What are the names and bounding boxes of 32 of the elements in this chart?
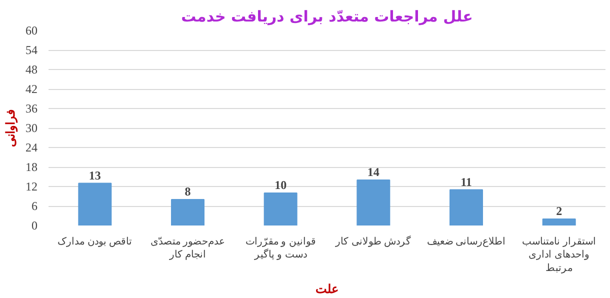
y-tick-label: 30	[26, 121, 38, 135]
bar	[171, 199, 204, 226]
x-tick-label: تاقص بودن مدارک	[58, 236, 132, 248]
y-tick-label: 18	[26, 160, 38, 174]
y-tick-label: 60	[26, 24, 38, 38]
data-label: 2	[556, 204, 562, 218]
bar	[78, 182, 112, 226]
y-tick-label: 42	[26, 82, 38, 96]
chart-title: علل مراجعات متعدّد برای دریافت خدمت	[181, 8, 473, 26]
x-axis-title: علت	[316, 282, 338, 296]
x-tick-label: استقرار نامتناسب واحدهای اداری مرتبط	[522, 236, 596, 274]
y-tick-label: 24	[26, 140, 38, 154]
bar	[542, 218, 576, 226]
x-tick-label: قوانین و مقرّرات دست و پاگیر	[245, 236, 316, 261]
data-label: 8	[184, 184, 191, 198]
data-label: 14	[367, 165, 380, 179]
y-axis-title: فراوانی	[4, 109, 18, 147]
data-label: 10	[274, 178, 287, 192]
y-tick-label: 48	[26, 62, 38, 76]
x-tick-label: گردش طولانی کار	[334, 236, 412, 248]
bar	[450, 189, 483, 226]
y-tick-label: 6	[32, 199, 38, 213]
y-tick-label: 54	[26, 43, 38, 57]
bar	[356, 180, 390, 226]
y-tick-label: 36	[26, 102, 38, 116]
data-label: 13	[88, 168, 101, 182]
y-tick-label: 12	[26, 180, 38, 194]
data-label: 11	[460, 174, 472, 189]
y-tick-label: 0	[32, 218, 38, 232]
x-tick-label: عدم‌حضور متصدّی انجام کار	[150, 236, 226, 261]
bar	[264, 192, 298, 226]
x-tick-label: اطلاع‌رسانی ضعیف	[426, 236, 506, 248]
